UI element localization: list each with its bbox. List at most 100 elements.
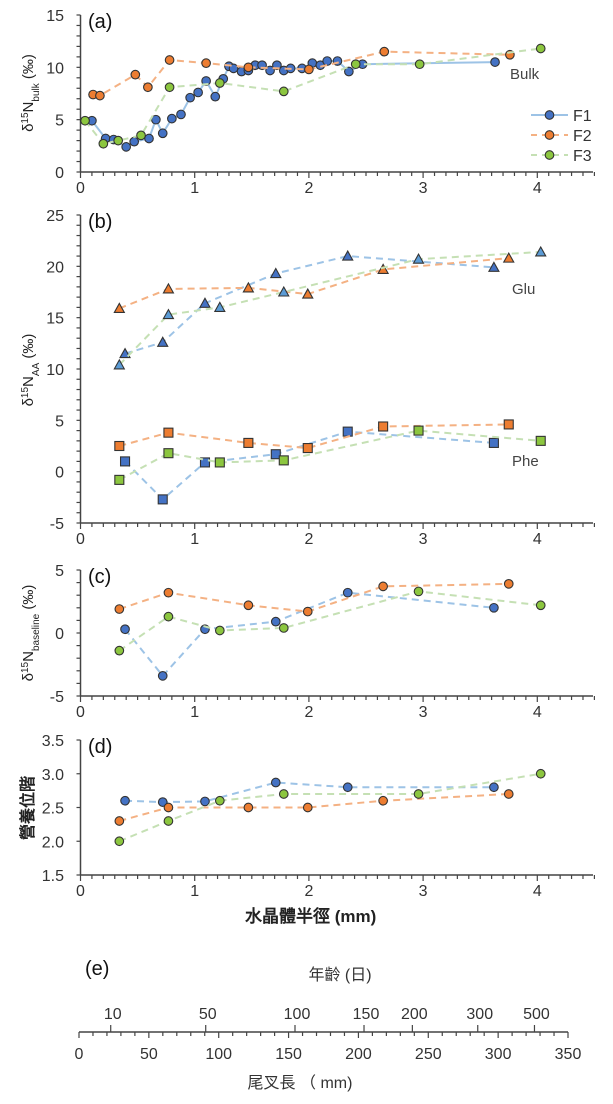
- data-point-F1-Phe: [199, 457, 211, 468]
- data-point-F3: [413, 789, 424, 799]
- y-label-part: N: [20, 651, 37, 662]
- data-point-F3-Glu: [534, 245, 547, 257]
- data-point-F2: [243, 802, 254, 813]
- y-tick-label: 25: [46, 208, 64, 225]
- y-axis-label: δ15Nbaseline (‰): [20, 585, 42, 682]
- top-tick-label: 100: [284, 1006, 311, 1023]
- top-tick-label: 300: [466, 1006, 493, 1023]
- data-point-F2-Phe: [503, 419, 514, 430]
- data-point-F1-Phe: [119, 456, 131, 467]
- legend-label-F1: F1: [573, 108, 592, 125]
- bottom-tick-label: 0: [75, 1046, 84, 1063]
- bottom-tick-label: 200: [345, 1046, 372, 1063]
- x-tick-label: 3: [419, 531, 428, 548]
- series-line-F2-Phe: [119, 423, 509, 450]
- data-point-F2: [302, 606, 313, 617]
- series-line-F1: [125, 781, 494, 804]
- x-tick-label: 2: [304, 180, 313, 197]
- panel-c: δ15Nbaseline (‰): [20, 569, 596, 702]
- data-point-F1: [121, 142, 132, 152]
- data-point-F1: [167, 113, 177, 124]
- data-point-F1: [322, 56, 333, 66]
- data-point-F1-Glu: [487, 261, 500, 272]
- y-tick-label: 3.5: [42, 733, 64, 750]
- y-tick-label: 0: [55, 465, 64, 482]
- x-tick-label: 0: [76, 531, 85, 548]
- panel-a: δ15Nbulk (‰): [20, 14, 596, 178]
- data-point-F3-Glu: [277, 285, 290, 297]
- data-point-F2: [164, 55, 175, 65]
- data-point-F3-Phe: [114, 474, 125, 485]
- data-point-F3: [113, 135, 124, 146]
- series-line-F2: [92, 50, 510, 97]
- data-point-F3-Glu: [412, 253, 425, 264]
- data-point-F3: [278, 789, 289, 799]
- data-point-F1: [129, 136, 140, 147]
- data-point-F1: [120, 624, 130, 635]
- panel-e: [78, 1025, 569, 1038]
- data-point-F2-Glu: [377, 263, 390, 274]
- data-point-F3-Phe: [214, 457, 225, 468]
- data-point-F1-Phe: [342, 426, 353, 437]
- legend-marker-F3: [544, 150, 555, 160]
- x-tick-label: 1: [190, 704, 199, 721]
- data-point-F3: [136, 130, 146, 141]
- series-line-F1-Phe: [124, 430, 494, 501]
- data-point-F1: [157, 670, 168, 681]
- data-point-F2-Glu: [162, 282, 175, 294]
- data-point-F2: [503, 579, 514, 589]
- data-point-F3: [214, 625, 225, 636]
- bottom-tick-label: 100: [205, 1046, 232, 1063]
- y-tick-label: 2.0: [42, 834, 64, 851]
- y-tick-label: 15: [46, 311, 64, 328]
- y-label-part: N: [20, 102, 37, 113]
- data-point-F2: [201, 58, 211, 68]
- data-point-F3-Glu: [213, 301, 226, 312]
- data-point-F3: [214, 795, 225, 806]
- series-line-F1: [91, 60, 496, 149]
- data-point-F2-Phe: [163, 427, 174, 438]
- data-point-F3: [414, 59, 425, 70]
- top-tick-label: 50: [199, 1006, 217, 1023]
- series-line-F2: [119, 793, 509, 822]
- data-point-F1: [210, 91, 221, 102]
- data-point-F1: [270, 777, 281, 788]
- y-tick-label: 10: [46, 60, 64, 77]
- y-tick-label: -5: [50, 689, 64, 706]
- data-point-F2: [378, 581, 388, 592]
- panel-d: 營養位階: [18, 739, 596, 881]
- y-axis-label: δ15NAA (‰): [20, 334, 42, 407]
- top-tick-label: 200: [401, 1006, 428, 1023]
- series-line-F3-Phe: [118, 429, 541, 481]
- y-tick-label: 3.0: [42, 767, 64, 784]
- data-point-F1-Glu: [269, 267, 282, 279]
- x-tick-label: 3: [419, 704, 428, 721]
- data-point-F1: [144, 133, 154, 144]
- data-point-F1: [157, 128, 168, 139]
- panel-label: (c): [88, 566, 111, 588]
- bottom-tick-label: 150: [275, 1046, 302, 1063]
- top-tick-label: 150: [353, 1006, 380, 1023]
- data-point-F3-Phe: [413, 425, 424, 436]
- data-point-F1: [489, 602, 499, 613]
- data-point-F3: [163, 816, 174, 826]
- bottom-tick-label: 350: [555, 1046, 582, 1063]
- x-axis-label: 水晶體半徑 (mm): [245, 906, 376, 926]
- data-point-F2: [304, 64, 314, 75]
- bottom-axis-label: 尾叉長 （ mm): [248, 1074, 353, 1092]
- data-point-F3: [163, 611, 174, 622]
- x-tick-label: 1: [190, 531, 199, 548]
- data-point-F3: [413, 586, 424, 597]
- x-tick-label: 1: [190, 180, 199, 197]
- data-point-F1-Phe: [488, 437, 499, 448]
- x-tick-label: 2: [304, 883, 313, 900]
- data-point-F2-Glu: [113, 302, 126, 313]
- series-line-F3: [118, 772, 541, 843]
- y-label-part: 15: [20, 112, 31, 124]
- bottom-tick-label: 300: [485, 1046, 512, 1063]
- data-point-F3-Glu: [162, 308, 175, 320]
- y-label-part: (‰): [20, 54, 37, 83]
- y-tick-label: 1.5: [42, 868, 64, 885]
- legend-label-F3: F3: [573, 148, 592, 165]
- y-tick-label: 15: [46, 8, 64, 25]
